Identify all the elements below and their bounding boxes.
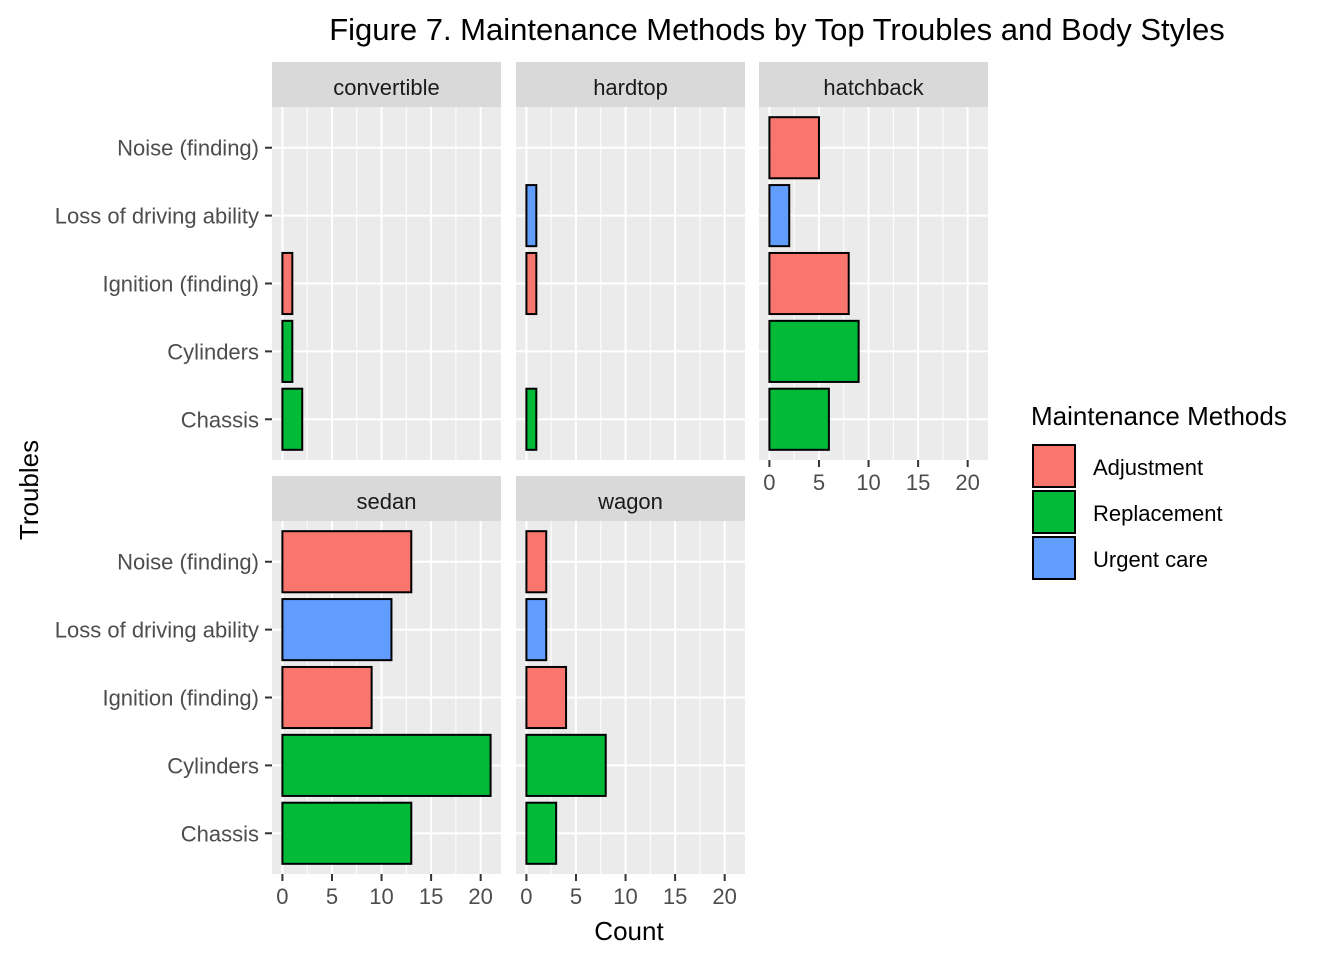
bar-hardtop-chassis [525, 387, 538, 451]
y-tick-label: Cylinders [167, 339, 259, 364]
x-tick-label: 15 [663, 884, 687, 909]
facet-hardtop: hardtop [516, 62, 745, 460]
x-tick-label: 10 [856, 470, 880, 495]
facet-strip [272, 476, 501, 521]
y-axis-title: Troubles [14, 440, 44, 540]
legend: Maintenance Methods Adjustment Replacemen… [1031, 401, 1287, 580]
bar-convertible-ignition-finding [281, 251, 294, 316]
chart-title: Figure 7. Maintenance Methods by Top Tro… [329, 12, 1225, 47]
y-tick-label: Noise (finding) [117, 136, 259, 161]
x-tick-label: 10 [613, 884, 637, 909]
legend-title: Maintenance Methods [1031, 401, 1287, 431]
bar-wagon-chassis [525, 801, 558, 865]
x-tick-label: 5 [326, 884, 338, 909]
x-tick-label: 15 [419, 884, 443, 909]
bar-sedan-cylinders [281, 733, 492, 797]
legend-label-replacement: Replacement [1093, 501, 1223, 526]
x-axis-title: Count [594, 916, 664, 946]
legend-label-urgent-care: Urgent care [1093, 547, 1208, 572]
facet-strip [272, 62, 501, 107]
y-tick-label: Cylinders [167, 753, 259, 778]
y-tick-label: Loss of driving ability [55, 204, 259, 229]
facet-strip [516, 476, 745, 521]
y-tick-label: Chassis [181, 821, 259, 846]
x-tick-label: 20 [712, 884, 736, 909]
bar-sedan-ignition-finding [281, 665, 373, 730]
bar-convertible-chassis [281, 387, 304, 451]
y-tick-label: Loss of driving ability [55, 618, 259, 643]
facet-label: hardtop [593, 75, 668, 100]
y-tick-label: Ignition (finding) [102, 272, 259, 297]
bar-sedan-chassis [281, 801, 413, 865]
x-tick-label: 5 [813, 470, 825, 495]
facet-label: convertible [333, 75, 439, 100]
facet-hatchback: hatchback 0 5 10 15 20 [759, 62, 988, 495]
facet-strip [759, 62, 988, 107]
bar-hatchback-ignition-finding [768, 251, 850, 316]
bar-convertible-cylinders [281, 319, 294, 383]
legend-key-urgent-care [1032, 536, 1076, 580]
legend-key-adjustment [1032, 444, 1076, 488]
bar-hatchback-chassis [768, 387, 830, 451]
facet-strip [516, 62, 745, 107]
x-tick-label: 0 [763, 470, 775, 495]
bar-sedan-loss-of-driving-ability [281, 598, 393, 662]
facet-wagon: wagon 0 5 10 15 20 [516, 476, 745, 909]
bar-wagon-noise-finding [525, 530, 548, 594]
bar-hatchback-cylinders [768, 319, 860, 383]
facet-label: sedan [357, 489, 417, 514]
x-tick-label: 0 [520, 884, 532, 909]
facet-panels: convertible Chassis Cylinders Ignition (fin… [55, 62, 988, 909]
bar-hardtop-ignition-finding [525, 251, 538, 316]
y-tick-label: Ignition (finding) [102, 686, 259, 711]
facet-label: hatchback [823, 75, 924, 100]
x-tick-label: 0 [276, 884, 288, 909]
bar-hatchback-loss-of-driving-ability [768, 184, 791, 248]
x-tick-label: 15 [906, 470, 930, 495]
legend-label-adjustment: Adjustment [1093, 455, 1203, 480]
bar-wagon-cylinders [525, 733, 607, 797]
bar-wagon-ignition-finding [525, 665, 568, 730]
x-tick-label: 20 [468, 884, 492, 909]
bar-hatchback-noise-finding [768, 116, 820, 180]
bar-sedan-noise-finding [281, 530, 413, 594]
y-tick-label: Noise (finding) [117, 550, 259, 575]
bar-wagon-loss-of-driving-ability [525, 598, 548, 662]
bar-hardtop-loss-of-driving-ability [525, 184, 538, 248]
x-tick-label: 5 [570, 884, 582, 909]
x-tick-label: 20 [955, 470, 979, 495]
facet-convertible: convertible Chassis Cylinders Ignition (fin… [55, 62, 501, 460]
y-tick-label: Chassis [181, 407, 259, 432]
facet-sedan: sedan Chassis Cylinders Ignition (finding) L… [55, 476, 501, 909]
legend-key-replacement [1032, 490, 1076, 534]
x-tick-label: 10 [369, 884, 393, 909]
facet-label: wagon [597, 489, 663, 514]
